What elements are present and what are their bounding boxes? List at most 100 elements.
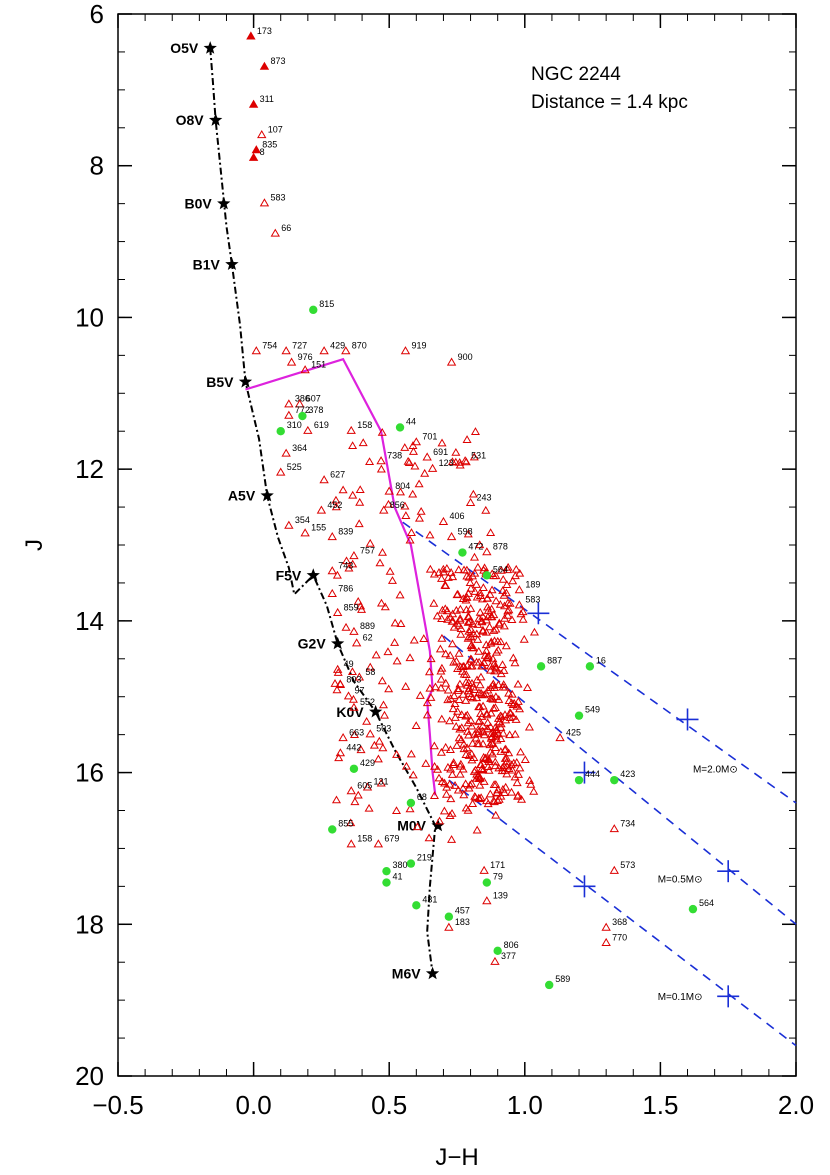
- star-triangle-marker: [446, 532, 457, 541]
- cluster-triangle: [474, 646, 484, 655]
- cluster-triangle: [466, 661, 476, 670]
- field-triangle: [391, 806, 402, 814]
- y-tick-label: 6: [90, 0, 104, 29]
- spectral-type-star: [238, 374, 253, 388]
- cluster-triangle: [483, 724, 493, 733]
- cluster-triangle: [489, 659, 499, 668]
- field-triangle: [362, 716, 372, 725]
- cluster-triangle: [474, 793, 484, 802]
- cluster-triangle: [454, 565, 464, 574]
- cluster-triangle: [503, 562, 513, 571]
- cluster-triangle: [443, 695, 453, 704]
- cluster-triangle: [486, 612, 496, 621]
- star-triangle-marker: [354, 672, 365, 681]
- cluster-triangle: [473, 635, 483, 643]
- star-id-label: 58: [365, 667, 375, 677]
- field-triangle: [470, 427, 480, 435]
- star-triangle-marker: [327, 532, 337, 541]
- field-triangle: [467, 749, 477, 758]
- cluster-triangle: [472, 657, 482, 666]
- star-id-label: 158: [357, 420, 372, 430]
- cluster-triangle: [458, 783, 468, 792]
- star-id-label: 663: [349, 727, 364, 737]
- cluster-triangle: [481, 689, 491, 697]
- field-triangle: [447, 457, 457, 465]
- cluster-triangle: [441, 678, 451, 687]
- disk-star-marker: [458, 548, 467, 557]
- y-axis-title: J: [21, 539, 48, 551]
- disk-star-marker: [688, 904, 698, 914]
- star-triangle-marker: [411, 437, 422, 446]
- star-id-label: 139: [493, 891, 508, 901]
- cluster-triangle: [508, 700, 518, 708]
- star-triangle-marker: [460, 456, 470, 465]
- field-triangle: [356, 745, 366, 754]
- cluster-triangle: [493, 785, 503, 794]
- field-triangle: [331, 502, 341, 511]
- background-triangles: [330, 427, 539, 843]
- field-triangle: [338, 485, 348, 494]
- field-triangle: [429, 569, 439, 578]
- star-id-label: 727: [292, 341, 307, 351]
- star-id-label: 386: [295, 394, 310, 404]
- spectral-type-label: M6V: [392, 966, 421, 982]
- cluster-triangle: [505, 708, 515, 717]
- star-id-label: 573: [620, 860, 635, 870]
- disk-star-marker: [574, 711, 584, 720]
- cluster-triangle: [492, 788, 502, 797]
- field-triangle: [420, 468, 430, 477]
- cluster-triangle: [482, 602, 493, 611]
- star-triangle-marker: [246, 31, 256, 40]
- cluster-triangle: [506, 787, 517, 796]
- cluster-triangle: [493, 636, 503, 645]
- cluster-triangle: [500, 745, 510, 754]
- star-id-label: 380: [392, 860, 407, 870]
- star-id-label: 107: [268, 124, 283, 134]
- star-triangle-marker: [362, 782, 373, 791]
- field-triangle: [390, 618, 400, 627]
- disk-star-marker: [349, 764, 359, 773]
- disk-star-marker: [276, 427, 285, 436]
- cluster-triangle: [478, 661, 488, 670]
- field-triangle: [455, 613, 465, 622]
- cluster-triangle: [452, 618, 462, 627]
- cluster-triangle: [455, 761, 465, 770]
- cluster-triangle: [465, 780, 475, 789]
- cluster-triangle: [421, 759, 431, 767]
- spectral-type-label: O5V: [170, 40, 199, 56]
- cluster-triangle: [515, 568, 525, 577]
- cluster-triangle: [498, 574, 508, 583]
- star-id-label: 444: [585, 769, 600, 779]
- star-id-label: 878: [493, 542, 508, 552]
- star-id-label: 757: [360, 545, 375, 555]
- reddening-line: [442, 635, 797, 925]
- star-triangle-marker: [482, 547, 492, 556]
- star-triangle-marker: [281, 346, 291, 355]
- field-triangle: [405, 535, 415, 544]
- cluster-triangle: [462, 743, 472, 752]
- star-id-label: 754: [262, 341, 277, 351]
- star-id-label: 49: [344, 659, 354, 669]
- star-triangle-marker: [438, 516, 449, 525]
- field-triangle: [401, 761, 411, 770]
- field-triangle: [378, 700, 389, 709]
- field-triangle: [371, 650, 381, 659]
- spectral-type-star: [217, 196, 231, 210]
- field-triangle: [443, 685, 453, 694]
- field-triangle: [429, 598, 439, 607]
- field-triangle: [400, 443, 410, 451]
- spectral-type-label: F5V: [276, 567, 302, 583]
- star-id-label: 472: [468, 542, 483, 552]
- cluster-triangle: [461, 779, 471, 788]
- cluster-triangle: [458, 594, 468, 603]
- cluster-triangle: [485, 590, 495, 598]
- star-triangle-marker: [335, 679, 346, 689]
- field-triangle: [484, 765, 494, 774]
- cluster-triangle: [441, 581, 451, 589]
- field-triangle: [395, 487, 406, 496]
- star-id-label: 734: [620, 818, 635, 828]
- cluster-triangle: [508, 576, 518, 585]
- cluster-triangle: [488, 679, 498, 688]
- star-id-label: 189: [525, 580, 540, 590]
